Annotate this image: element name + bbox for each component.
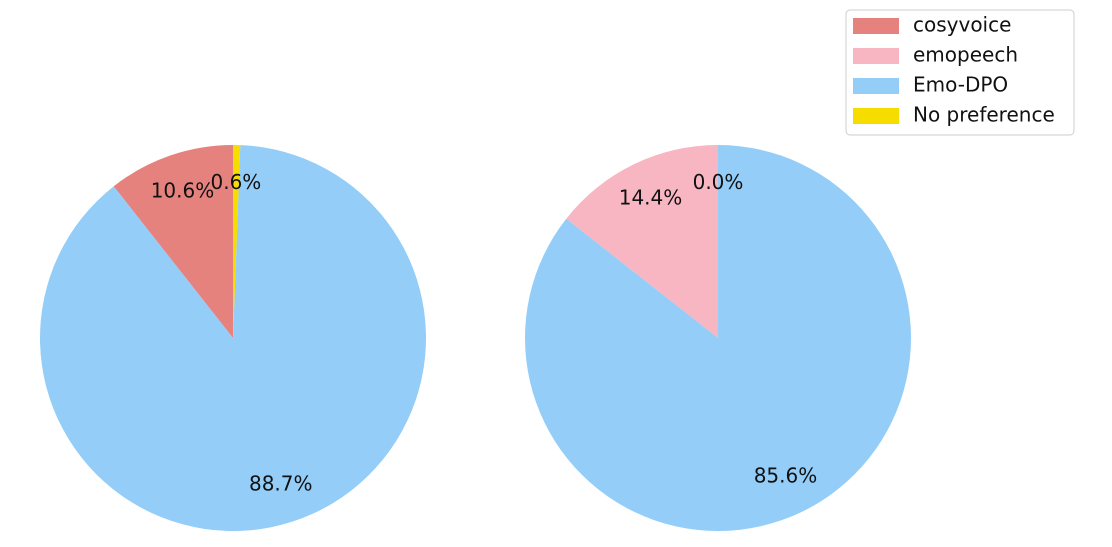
legend-label: Emo-DPO (913, 73, 1008, 97)
legend-box (845, 9, 1075, 136)
legend-swatch (853, 78, 899, 94)
slice-label: 0.0% (693, 170, 744, 194)
slice-label: 10.6% (151, 179, 215, 203)
slice-label: 88.7% (249, 471, 313, 495)
pie-slice (233, 145, 241, 338)
pie-slice (566, 145, 718, 338)
slice-label: 0.6% (211, 170, 262, 194)
slice-label: 14.4% (619, 186, 683, 210)
legend-label: cosyvoice (913, 13, 1011, 37)
pie-slice (525, 145, 911, 531)
legend-swatch (853, 108, 899, 124)
legend-swatch (853, 18, 899, 34)
legend-swatch (853, 48, 899, 64)
legend-label: No preference (913, 103, 1055, 127)
pie-slice (39, 145, 427, 532)
legend-label: emopeech (913, 43, 1018, 67)
slice-label: 85.6% (754, 463, 818, 487)
pie-slice (113, 145, 233, 338)
